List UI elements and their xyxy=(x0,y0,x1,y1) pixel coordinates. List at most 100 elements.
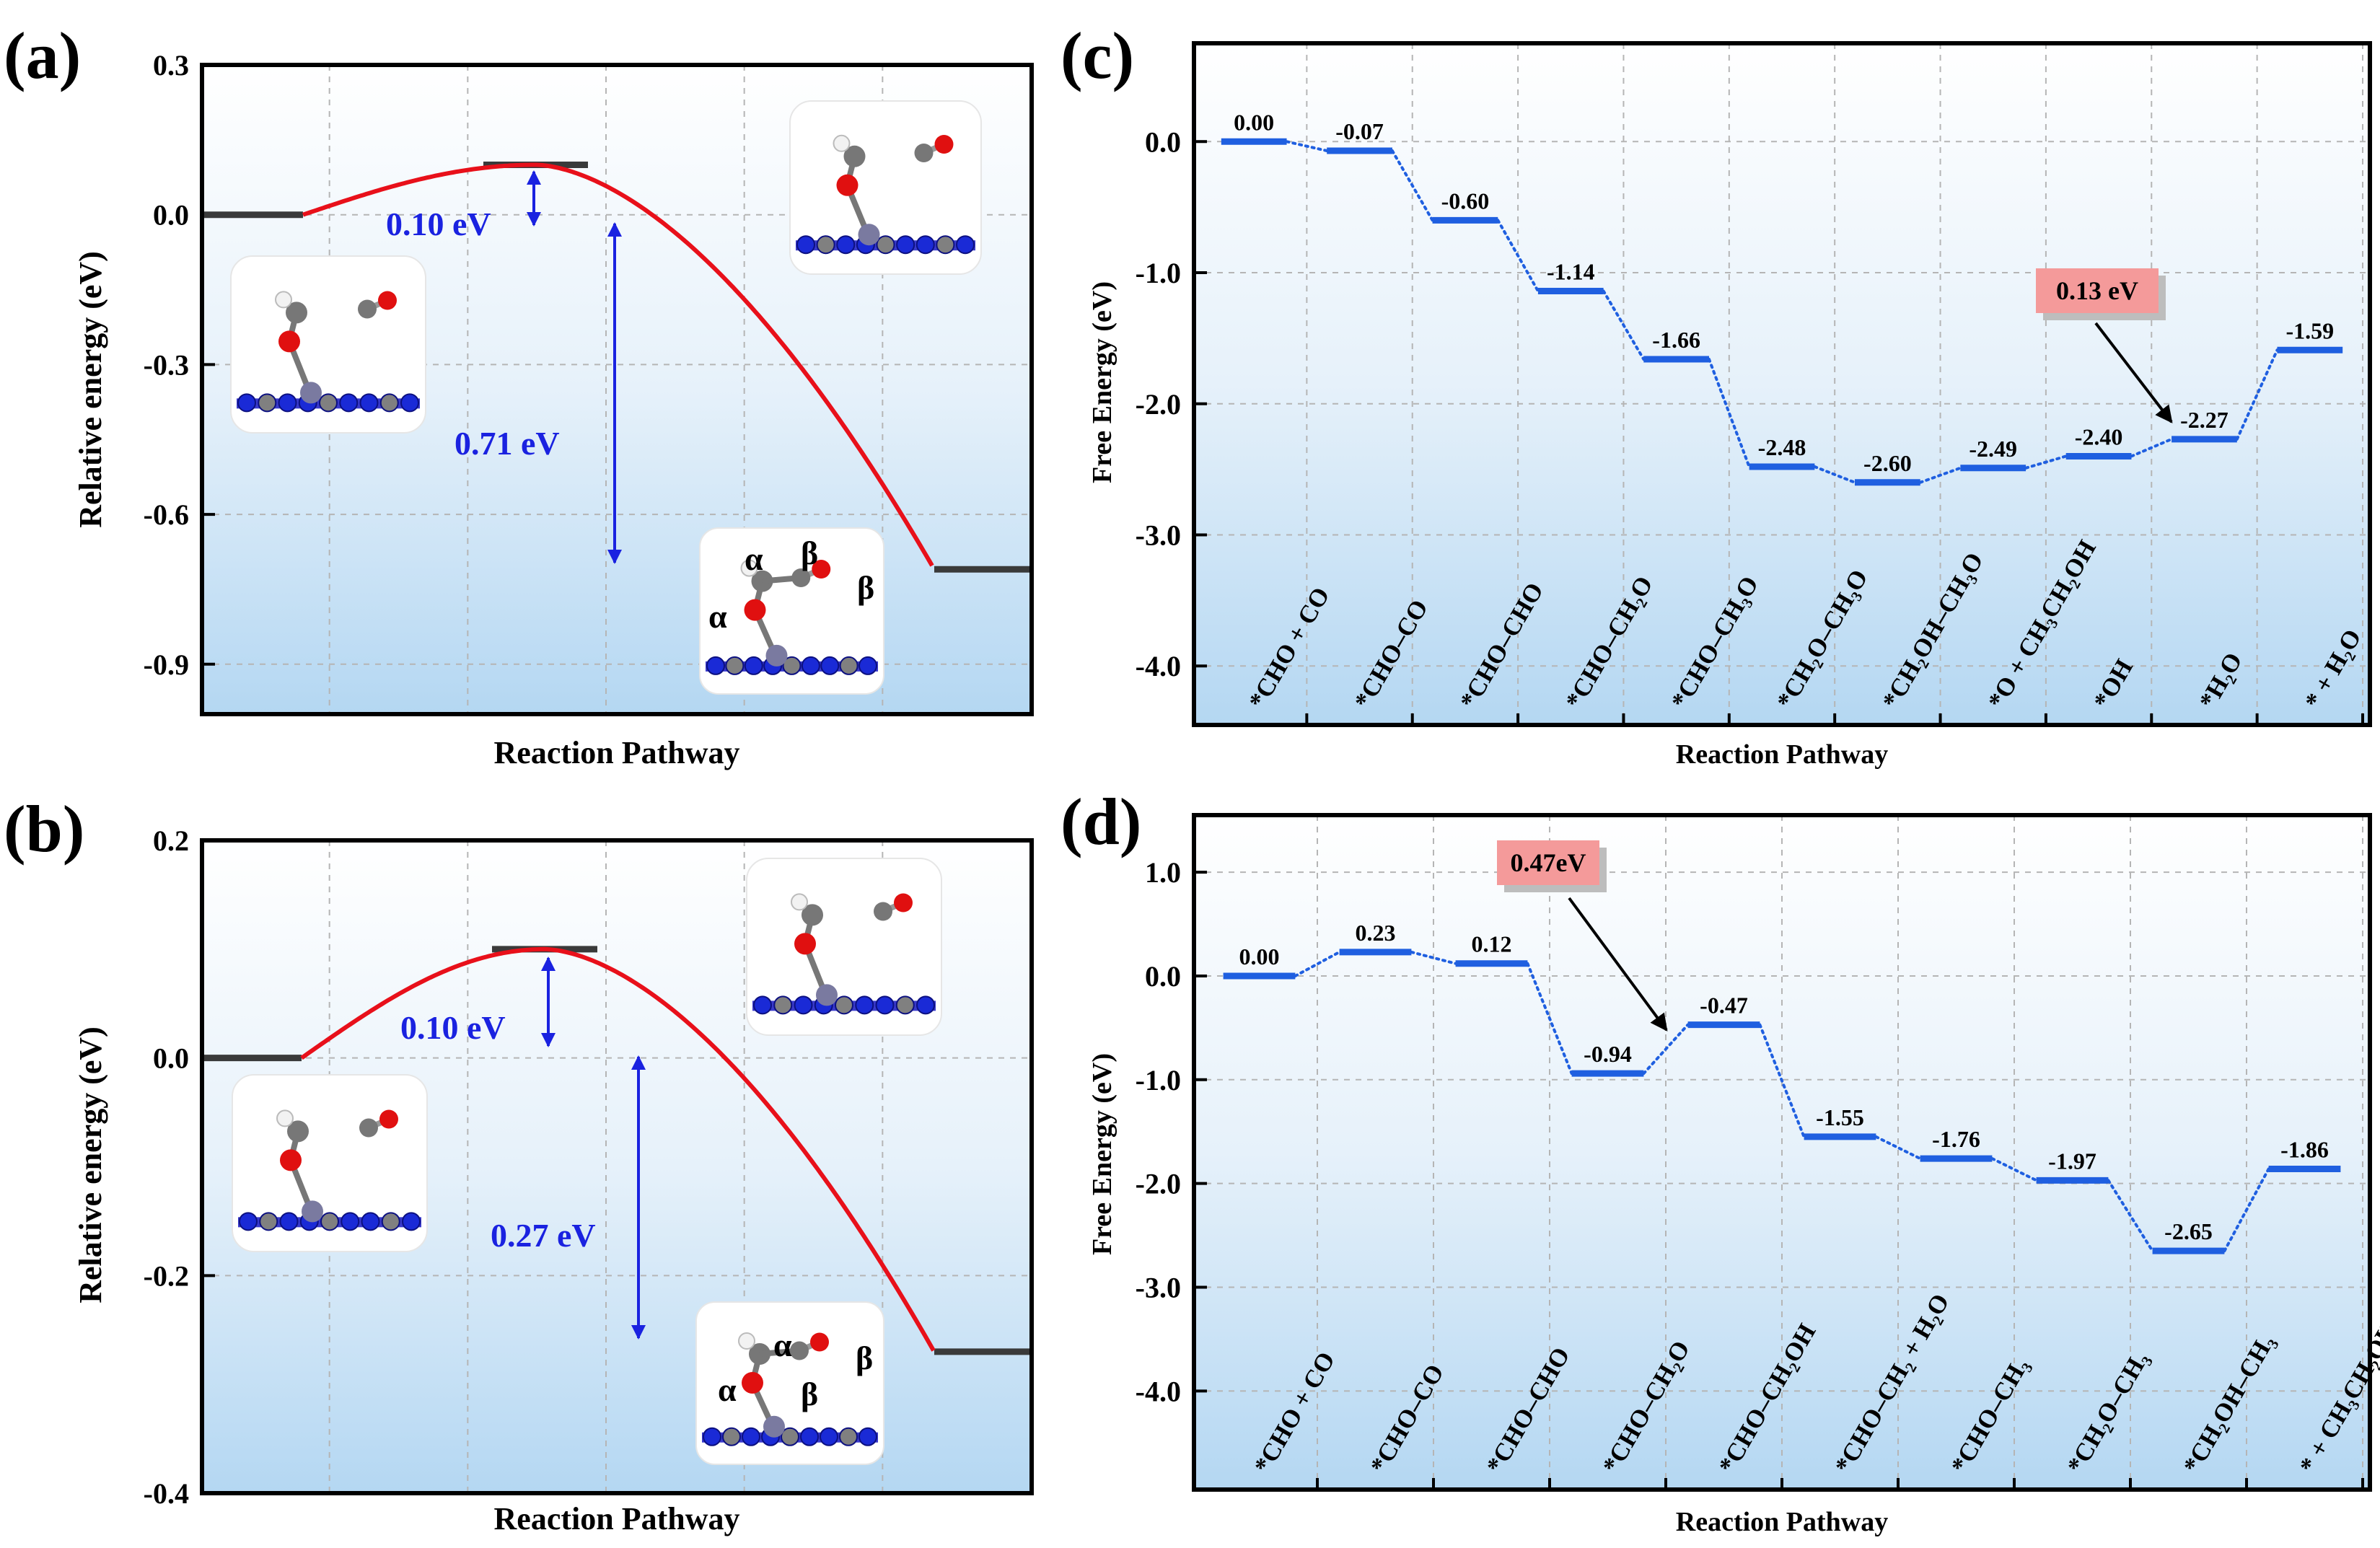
surface-atom xyxy=(258,393,277,413)
surface-atom xyxy=(339,393,359,413)
value-label: -2.48 xyxy=(1758,434,1806,460)
panel-d-y-ticks: 1.0 0.0 -1.0 -2.0 -3.0 -4.0 xyxy=(1136,856,1207,1407)
surface-atom xyxy=(706,656,725,675)
surface-atom xyxy=(402,1212,421,1231)
energy-curve xyxy=(300,946,936,1352)
surface-atom xyxy=(379,393,399,413)
value-label: 0.12 xyxy=(1472,931,1512,957)
surface-atom xyxy=(835,995,853,1015)
oxygen-atom xyxy=(742,1372,763,1394)
panel-b: (b) 0.20.0-0.2-0.4 Relative energy (eV) … xyxy=(4,792,1034,1536)
surface-atom xyxy=(896,235,915,255)
surface-atom xyxy=(703,1427,721,1446)
panel-a: (a) 0.3 0.0 -0.3 -0.6 -0.9 Relative energy (… xyxy=(4,19,1034,770)
surface-atom xyxy=(801,656,820,675)
atom-label-beta: β xyxy=(801,1376,818,1412)
y-tick-label: -2.0 xyxy=(1136,1168,1181,1200)
surface-atom xyxy=(859,656,877,675)
atom-label-alpha: α xyxy=(708,598,727,635)
carbon-atom xyxy=(358,299,377,319)
value-label: -0.60 xyxy=(1441,188,1490,214)
surface-atom xyxy=(876,235,895,255)
oxygen-atom xyxy=(794,933,816,955)
panel-a-transition-structure xyxy=(789,100,982,275)
oxygen-atom xyxy=(744,599,766,621)
oxygen-atom xyxy=(934,135,954,154)
carbon-atom xyxy=(359,1118,378,1138)
atom-label-beta: β xyxy=(856,1340,873,1376)
value-label: -0.07 xyxy=(1335,118,1384,144)
connector-line xyxy=(1285,140,1329,153)
panel-a-final-structure: α β α β xyxy=(699,527,884,695)
surface-atom xyxy=(796,235,815,255)
panel-c-y-axis-label: Free Energy (eV) xyxy=(1087,281,1117,483)
panel-d-label: (d) xyxy=(1061,785,1141,858)
connector-line xyxy=(2024,454,2068,470)
surface-atom xyxy=(855,995,874,1015)
surface-atom xyxy=(836,235,856,255)
y-tick-label: -0.2 xyxy=(144,1259,189,1292)
surface-atom xyxy=(794,995,813,1015)
oxygen-atom xyxy=(894,893,913,912)
connector-line xyxy=(1642,1023,1690,1076)
panel-c-highlight-label: 0.13 eV xyxy=(2056,276,2138,305)
surface-atom xyxy=(239,1212,258,1231)
value-label: -1.14 xyxy=(1547,258,1595,284)
oxygen-atom xyxy=(280,1149,302,1171)
oxygen-atom xyxy=(378,291,397,310)
value-label: -1.76 xyxy=(1932,1126,1980,1152)
panel-d-highlight-arrow xyxy=(1568,897,1668,1032)
value-label: -1.59 xyxy=(2285,317,2334,343)
oxygen-atom xyxy=(836,174,859,196)
panel-c-highlight: 0.13 eV xyxy=(2036,268,2173,423)
y-tick-label: -0.4 xyxy=(144,1477,189,1510)
energy-curve xyxy=(302,162,934,567)
value-label: -1.66 xyxy=(1652,327,1700,353)
surface-atom xyxy=(916,995,935,1015)
hydrogen-atom xyxy=(275,291,292,309)
atom-label-alpha: α xyxy=(745,540,763,577)
y-tick-label: -4.0 xyxy=(1136,650,1181,682)
y-tick-label: 0.3 xyxy=(153,49,189,82)
surface-atom xyxy=(936,235,955,255)
panel-d-highlight-label: 0.47eV xyxy=(1511,848,1586,877)
surface-atom xyxy=(816,235,835,255)
atom-label-beta: β xyxy=(857,569,874,606)
value-label: -2.40 xyxy=(2075,423,2123,449)
surface-atom xyxy=(400,393,419,413)
surface-atom xyxy=(341,1212,360,1231)
oxygen-atom xyxy=(278,330,300,353)
value-label: -0.47 xyxy=(1700,993,1748,1019)
panel-b-barrier-label: 0.10 eV xyxy=(400,1009,506,1046)
connector-line xyxy=(1813,465,1856,484)
panel-d: (d) 1.0 0.0 -1.0 -2.0 -3.0 -4.0 Free Energy (… xyxy=(1061,785,2380,1537)
connector-line xyxy=(1990,1157,2038,1182)
panel-c-plot-area xyxy=(1194,43,2370,725)
carbon-atom xyxy=(874,902,892,921)
y-tick-label: -0.3 xyxy=(144,348,189,381)
panel-c-frame xyxy=(1192,41,2372,727)
surface-atom xyxy=(237,393,256,413)
connector-line xyxy=(2223,1167,2270,1253)
surface-atom xyxy=(956,235,975,255)
panel-a-label: (a) xyxy=(4,19,81,92)
value-label: 0.00 xyxy=(1239,944,1280,969)
panel-d-y-axis-label: Free Energy (eV) xyxy=(1087,1053,1117,1255)
panel-c-y-ticks: 0.0 -1.0 -2.0 -3.0 -4.0 xyxy=(1136,126,1207,682)
hydrogen-atom xyxy=(740,559,758,577)
y-tick-label: -4.0 xyxy=(1136,1375,1181,1407)
panel-d-highlight: 0.47eV xyxy=(1497,840,1668,1032)
connector-line xyxy=(2235,348,2279,441)
value-label: -2.27 xyxy=(2180,407,2228,433)
y-tick-label: 0.0 xyxy=(1145,126,1181,158)
atom-label-alpha: α xyxy=(718,1371,737,1408)
surface-atom xyxy=(800,1427,819,1446)
hydrogen-atom xyxy=(276,1109,294,1127)
value-label: -2.65 xyxy=(2164,1218,2213,1244)
connector-line xyxy=(1294,950,1341,977)
surface-atom xyxy=(361,1212,380,1231)
panel-b-y-ticks: 0.2 0.0 -0.2 -0.4 xyxy=(144,824,215,1510)
panel-c-highlight-arrow xyxy=(2094,322,2173,423)
connector-line xyxy=(1410,950,1457,965)
